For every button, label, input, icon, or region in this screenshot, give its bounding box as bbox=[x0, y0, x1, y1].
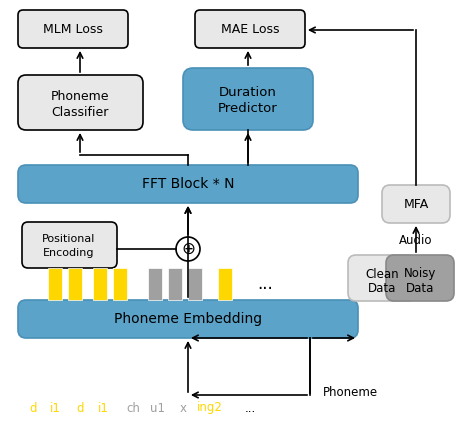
Text: Duration: Duration bbox=[219, 86, 277, 98]
FancyBboxPatch shape bbox=[18, 300, 358, 338]
Bar bbox=[93, 268, 107, 300]
Text: d: d bbox=[29, 401, 37, 414]
FancyBboxPatch shape bbox=[382, 185, 450, 223]
Circle shape bbox=[176, 237, 200, 261]
FancyBboxPatch shape bbox=[18, 75, 143, 130]
Text: Phoneme Embedding: Phoneme Embedding bbox=[114, 312, 262, 326]
Text: ⊕: ⊕ bbox=[181, 240, 195, 258]
Text: d: d bbox=[76, 401, 84, 414]
Text: Positional: Positional bbox=[43, 234, 96, 244]
FancyBboxPatch shape bbox=[386, 255, 454, 301]
Text: Phoneme: Phoneme bbox=[51, 89, 109, 103]
FancyBboxPatch shape bbox=[348, 255, 416, 301]
Text: i1: i1 bbox=[97, 401, 109, 414]
Text: Data: Data bbox=[406, 281, 434, 295]
Text: x: x bbox=[180, 401, 187, 414]
Text: ing2: ing2 bbox=[197, 401, 223, 414]
FancyBboxPatch shape bbox=[195, 10, 305, 48]
Text: i1: i1 bbox=[49, 401, 61, 414]
FancyBboxPatch shape bbox=[18, 10, 128, 48]
Text: FFT Block * N: FFT Block * N bbox=[142, 177, 234, 191]
FancyBboxPatch shape bbox=[22, 222, 117, 268]
Text: Data: Data bbox=[368, 281, 396, 295]
Text: Clean: Clean bbox=[365, 268, 399, 281]
FancyBboxPatch shape bbox=[18, 165, 358, 203]
Bar bbox=[68, 268, 82, 300]
Text: ...: ... bbox=[244, 401, 255, 414]
FancyBboxPatch shape bbox=[183, 68, 313, 130]
Bar bbox=[188, 268, 202, 300]
Text: MAE Loss: MAE Loss bbox=[221, 22, 279, 35]
Text: Phoneme: Phoneme bbox=[322, 387, 377, 400]
Bar bbox=[113, 268, 127, 300]
Text: MLM Loss: MLM Loss bbox=[43, 22, 103, 35]
Bar bbox=[218, 268, 232, 300]
Bar bbox=[48, 268, 62, 300]
Text: ch: ch bbox=[126, 401, 140, 414]
Text: Audio: Audio bbox=[399, 233, 433, 246]
Text: Predictor: Predictor bbox=[218, 102, 278, 114]
Text: u1: u1 bbox=[150, 401, 164, 414]
Bar bbox=[168, 268, 182, 300]
Text: Encoding: Encoding bbox=[43, 248, 95, 258]
Text: MFA: MFA bbox=[403, 197, 429, 211]
Text: Classifier: Classifier bbox=[51, 106, 109, 119]
Text: Noisy: Noisy bbox=[404, 268, 436, 281]
Text: ...: ... bbox=[257, 275, 273, 293]
Bar bbox=[148, 268, 162, 300]
